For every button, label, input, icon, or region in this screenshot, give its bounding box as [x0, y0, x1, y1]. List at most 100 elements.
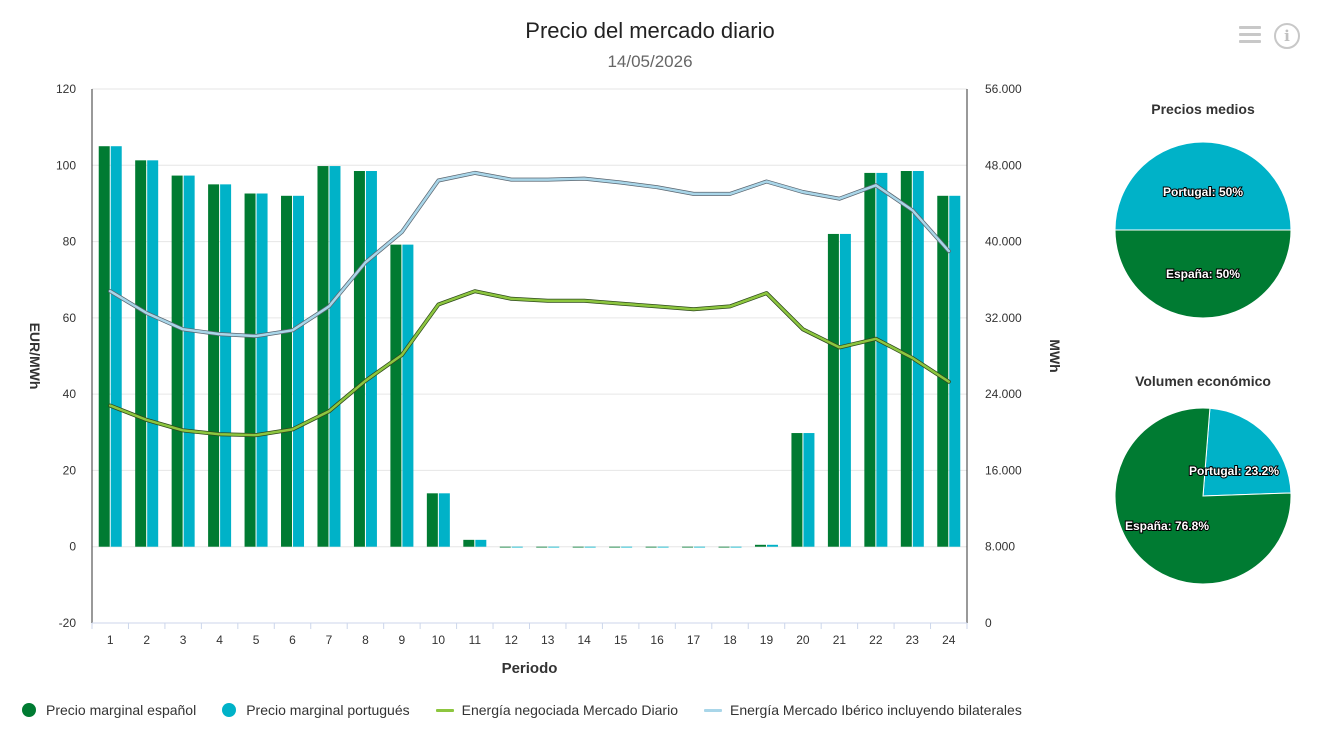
bar-precio-espanol	[208, 184, 220, 547]
y-tick-label: 20	[63, 463, 77, 477]
y-tick-label: -20	[59, 616, 77, 630]
pie-slice-portugal[interactable]	[1114, 141, 1292, 231]
line-energia-mercado-iberico	[108, 171, 951, 338]
x-tick-label: 11	[469, 633, 482, 647]
bar-precio-espanol	[171, 175, 183, 547]
x-tick-label: 16	[650, 633, 664, 647]
x-tick-label: 13	[541, 633, 555, 647]
pie-data-label: Portugal: 50%	[1163, 185, 1243, 199]
bar-precio-portugues	[183, 175, 195, 547]
pie-slice-espana[interactable]	[1114, 407, 1292, 585]
y2-tick-label: 40.000	[985, 235, 1022, 249]
bar-precio-espanol	[827, 233, 839, 547]
pie-slice-espana[interactable]	[1114, 229, 1292, 319]
x-tick-label: 5	[253, 633, 260, 647]
pie-data-label: España: 50%	[1166, 267, 1240, 281]
bar-precio-portugues	[657, 546, 669, 548]
x-tick-label: 2	[143, 633, 150, 647]
bar-precio-portugues	[220, 184, 232, 547]
x-tick-label: 23	[906, 633, 920, 647]
bar-precio-espanol	[390, 244, 402, 547]
pie-data-label: Portugal: 23.2%	[1189, 464, 1279, 478]
legend-label: Precio marginal portugués	[246, 702, 410, 718]
x-tick-label: 20	[796, 633, 810, 647]
legend-item-precio-espanol[interactable]: Precio marginal español	[22, 702, 196, 718]
bar-precio-portugues	[548, 546, 560, 548]
y2-tick-label: 8.000	[985, 540, 1015, 554]
bar-precio-espanol	[244, 193, 256, 547]
bar-precio-portugues	[147, 160, 159, 547]
bar-precio-espanol	[281, 195, 293, 547]
x-tick-label: 18	[723, 633, 737, 647]
bar-precio-espanol	[499, 546, 511, 548]
bar-precio-espanol	[353, 171, 365, 547]
x-tick-label: 7	[326, 633, 333, 647]
bar-precio-espanol	[645, 546, 657, 548]
info-icon[interactable]: i	[1274, 23, 1300, 49]
x-tick-label: 19	[760, 633, 774, 647]
bar-precio-portugues	[293, 195, 305, 547]
x-tick-label: 15	[614, 633, 628, 647]
legend-dot-spain	[22, 703, 36, 717]
bar-precio-espanol	[135, 160, 147, 547]
y-tick-label: 0	[69, 540, 76, 554]
chart-legend: Precio marginal español Precio marginal …	[22, 702, 1048, 718]
bar-precio-espanol	[572, 546, 584, 548]
legend-line-energy-daily	[435, 708, 454, 712]
y2-axis-title: MWh	[1047, 339, 1063, 372]
bar-precio-espanol	[426, 493, 438, 547]
legend-item-precio-portugues[interactable]: Precio marginal portugués	[222, 702, 410, 718]
hamburger-menu-icon[interactable]	[1239, 26, 1261, 46]
x-tick-label: 21	[833, 633, 847, 647]
bar-precio-espanol	[463, 539, 475, 547]
bar-precio-espanol	[317, 166, 329, 547]
y-tick-label: 100	[56, 158, 76, 172]
x-tick-label: 10	[432, 633, 446, 647]
bar-precio-espanol	[900, 171, 912, 547]
x-tick-label: 1	[107, 633, 114, 647]
bar-precio-portugues	[329, 166, 341, 547]
bar-precio-espanol	[536, 546, 548, 548]
line-shadow	[108, 170, 951, 338]
x-tick-label: 3	[180, 633, 187, 647]
x-tick-label: 17	[687, 633, 701, 647]
bar-precio-portugues	[766, 544, 778, 547]
bar-precio-portugues	[511, 546, 523, 548]
x-tick-label: 6	[289, 633, 296, 647]
pie-chart-precios-medios: Portugal: 50% España: 50%	[1114, 141, 1292, 319]
x-tick-label: 8	[362, 633, 369, 647]
y-tick-label: 60	[63, 311, 77, 325]
bar-precio-espanol	[609, 546, 621, 548]
chart-subtitle: 14/05/2026	[607, 52, 693, 71]
bar-precio-portugues	[110, 146, 122, 547]
pie-data-label: España: 76.8%	[1125, 519, 1209, 533]
legend-line-energy-iberian	[703, 708, 722, 712]
bar-precio-portugues	[475, 539, 487, 547]
y-tick-label: 120	[56, 82, 76, 96]
bar-precio-portugues	[949, 195, 961, 547]
y2-tick-label: 48.000	[985, 158, 1022, 172]
bar-precio-portugues	[365, 171, 377, 547]
y2-tick-label: 56.000	[985, 82, 1022, 96]
y2-tick-label: 24.000	[985, 387, 1022, 401]
bar-precio-portugues	[839, 233, 851, 547]
legend-label: Precio marginal español	[46, 702, 197, 718]
x-tick-label: 14	[578, 633, 592, 647]
bar-precio-espanol	[754, 544, 766, 547]
legend-item-energia-iberico[interactable]: Energía Mercado Ibérico incluyendo bilat…	[703, 702, 1022, 718]
legend-dot-portugal	[222, 703, 237, 717]
bar-precio-portugues	[912, 171, 924, 547]
legend-item-energia-diario[interactable]: Energía negociada Mercado Diario	[435, 702, 678, 718]
pie-slice-portugal[interactable]	[1202, 407, 1292, 497]
y-tick-label: 40	[63, 387, 77, 401]
chart-title: Precio del mercado diario	[525, 18, 775, 43]
bar-precio-espanol	[682, 546, 694, 548]
bar-precio-portugues	[621, 546, 633, 548]
bar-precio-portugues	[584, 546, 596, 548]
y-axis-title: EUR/MWh	[27, 323, 43, 390]
bar-precio-portugues	[402, 244, 414, 547]
bar-precio-portugues	[730, 546, 742, 548]
y-tick-label: 80	[63, 235, 77, 249]
bar-precio-portugues	[256, 193, 268, 547]
legend-label: Energía negociada Mercado Diario	[461, 702, 678, 718]
